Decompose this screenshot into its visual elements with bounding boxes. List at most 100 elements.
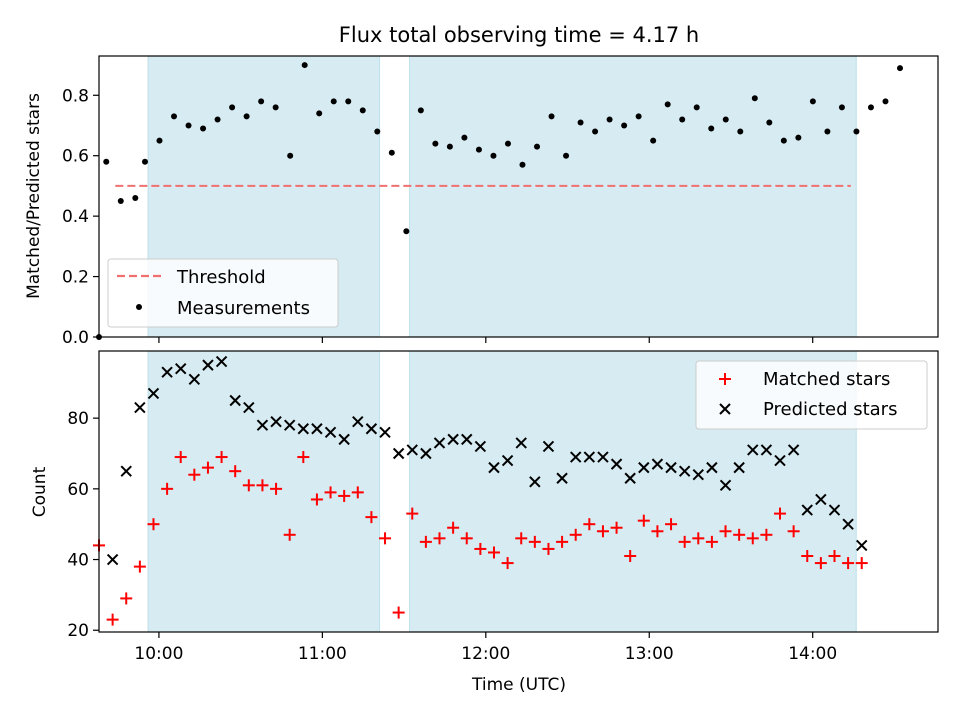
predicted-star-point-27 xyxy=(474,440,487,453)
matched-star-point-29 xyxy=(487,546,500,559)
measurement-point-45 xyxy=(737,128,744,135)
predicted-star-point-8 xyxy=(215,355,228,368)
predicted-star-point-49 xyxy=(774,454,786,467)
bottom-plot-frame xyxy=(98,350,939,633)
matched-star-point-23 xyxy=(406,507,419,520)
bottom-panel: 20 40 60 80 10:00 11:00 12:00 13:00 14:00 Count… xyxy=(30,350,939,695)
matched-star-point-19 xyxy=(351,486,364,499)
measurement-point-25 xyxy=(446,143,453,150)
predicted-star-point-11 xyxy=(256,419,269,431)
measurement-point-1 xyxy=(103,158,110,165)
matched-star-point-56 xyxy=(855,557,868,570)
predicted-star-point-51 xyxy=(801,504,813,516)
predicted-star-point-50 xyxy=(787,444,800,456)
matched-star-point-16 xyxy=(310,493,323,506)
matched-star-point-46 xyxy=(719,525,732,538)
measurement-point-30 xyxy=(519,161,526,168)
predicted-star-point-42 xyxy=(678,465,691,477)
matched-star-point-14 xyxy=(283,528,296,541)
predicted-star-point-37 xyxy=(610,458,623,470)
measurement-point-9 xyxy=(214,116,221,123)
matched-star-point-9 xyxy=(215,451,228,464)
measurements-legend-label: Measurements xyxy=(177,298,310,319)
measurement-point-4 xyxy=(141,158,148,165)
top-y-tick-label-0: 0.0 xyxy=(62,328,89,348)
top-y-tick-label-3: 0.6 xyxy=(62,147,89,167)
measurement-point-40 xyxy=(664,101,671,108)
measurement-point-27 xyxy=(475,146,482,153)
predicted-star-point-6 xyxy=(188,373,201,385)
predicted-star-point-45 xyxy=(719,479,732,492)
top-shaded-intervals xyxy=(147,55,857,338)
predicted-star-point-54 xyxy=(842,518,854,530)
top-y-ticks: 0.0 0.2 0.4 0.6 0.8 xyxy=(62,86,99,348)
bottom-shaded-interval-0 xyxy=(147,350,381,633)
matched-star-point-22 xyxy=(392,606,405,619)
matched-star-point-10 xyxy=(229,465,242,478)
top-x-ticks xyxy=(158,337,814,343)
bottom-y-tick-label-0: 20 xyxy=(67,621,89,641)
predicted-star-point-15 xyxy=(311,423,323,435)
measurement-point-19 xyxy=(359,107,366,114)
matched-star-point-43 xyxy=(678,535,691,548)
matched-star-point-13 xyxy=(270,482,283,495)
predicted-star-point-55 xyxy=(856,539,868,552)
measurement-point-56 xyxy=(897,65,903,72)
matched-star-point-25 xyxy=(433,532,446,545)
matched-star-point-20 xyxy=(365,511,378,524)
matched-star-point-32 xyxy=(528,535,541,548)
predicted-star-point-41 xyxy=(665,461,677,474)
bottom-y-ticks: 20 40 60 80 xyxy=(67,409,99,641)
threshold-legend-label: Threshold xyxy=(176,267,266,288)
predicted-star-point-30 xyxy=(515,437,527,449)
chart-title: Flux total observing time = 4.17 h xyxy=(339,23,699,47)
measurement-point-20 xyxy=(374,128,381,135)
top-legend: Threshold Measurements xyxy=(107,258,339,328)
measurement-point-42 xyxy=(693,104,700,111)
matched-star-point-42 xyxy=(665,518,678,531)
predicted-star-point-38 xyxy=(624,472,636,484)
matched-star-point-50 xyxy=(774,507,787,520)
matched-star-point-12 xyxy=(256,479,269,492)
measurement-point-43 xyxy=(708,125,715,132)
top-measurement-points xyxy=(96,62,903,340)
measurement-point-33 xyxy=(563,152,570,159)
measurement-point-34 xyxy=(577,119,584,126)
measurement-point-16 xyxy=(316,110,323,117)
x-axis-label: Time (UTC) xyxy=(471,675,566,695)
predicted-star-point-22 xyxy=(406,444,418,456)
predicted-star-point-33 xyxy=(556,472,568,484)
measurement-point-38 xyxy=(635,113,642,120)
predicted-star-point-1 xyxy=(120,465,132,477)
predicted-star-point-21 xyxy=(392,447,405,460)
matched-star-point-39 xyxy=(624,550,637,563)
measurement-point-32 xyxy=(548,113,555,120)
measurement-point-21 xyxy=(388,149,395,156)
predicted-star-point-23 xyxy=(420,447,432,460)
matched-star-point-5 xyxy=(161,482,174,495)
measurement-point-48 xyxy=(780,137,787,144)
top-panel: 0.00.20.40.60.8 Matched/Predicted stars … xyxy=(24,55,939,348)
predicted-star-point-5 xyxy=(175,362,187,375)
matched-star-point-1 xyxy=(106,613,119,626)
predicted-star-point-53 xyxy=(828,504,841,516)
measurement-point-15 xyxy=(301,62,308,69)
predicted-star-point-48 xyxy=(760,444,773,456)
measurement-point-14 xyxy=(287,152,294,159)
matched-star-point-27 xyxy=(460,532,473,545)
x-tick-label-1: 11:00 xyxy=(298,644,347,664)
matched-star-point-21 xyxy=(379,532,392,545)
measurement-point-29 xyxy=(504,140,511,147)
measurement-point-46 xyxy=(751,95,758,102)
predicted-star-point-3 xyxy=(147,387,160,400)
matched-star-point-40 xyxy=(637,514,650,527)
matched-star-point-53 xyxy=(814,557,827,570)
matched-star-point-35 xyxy=(569,528,582,541)
predicted-legend-swatch xyxy=(719,403,731,415)
measurement-point-53 xyxy=(853,128,860,135)
measurements-legend-swatch xyxy=(136,304,142,310)
predicted-star-point-28 xyxy=(488,461,500,474)
measurement-point-36 xyxy=(606,116,613,123)
predicted-star-point-14 xyxy=(297,423,310,435)
matched-star-point-7 xyxy=(188,468,201,481)
